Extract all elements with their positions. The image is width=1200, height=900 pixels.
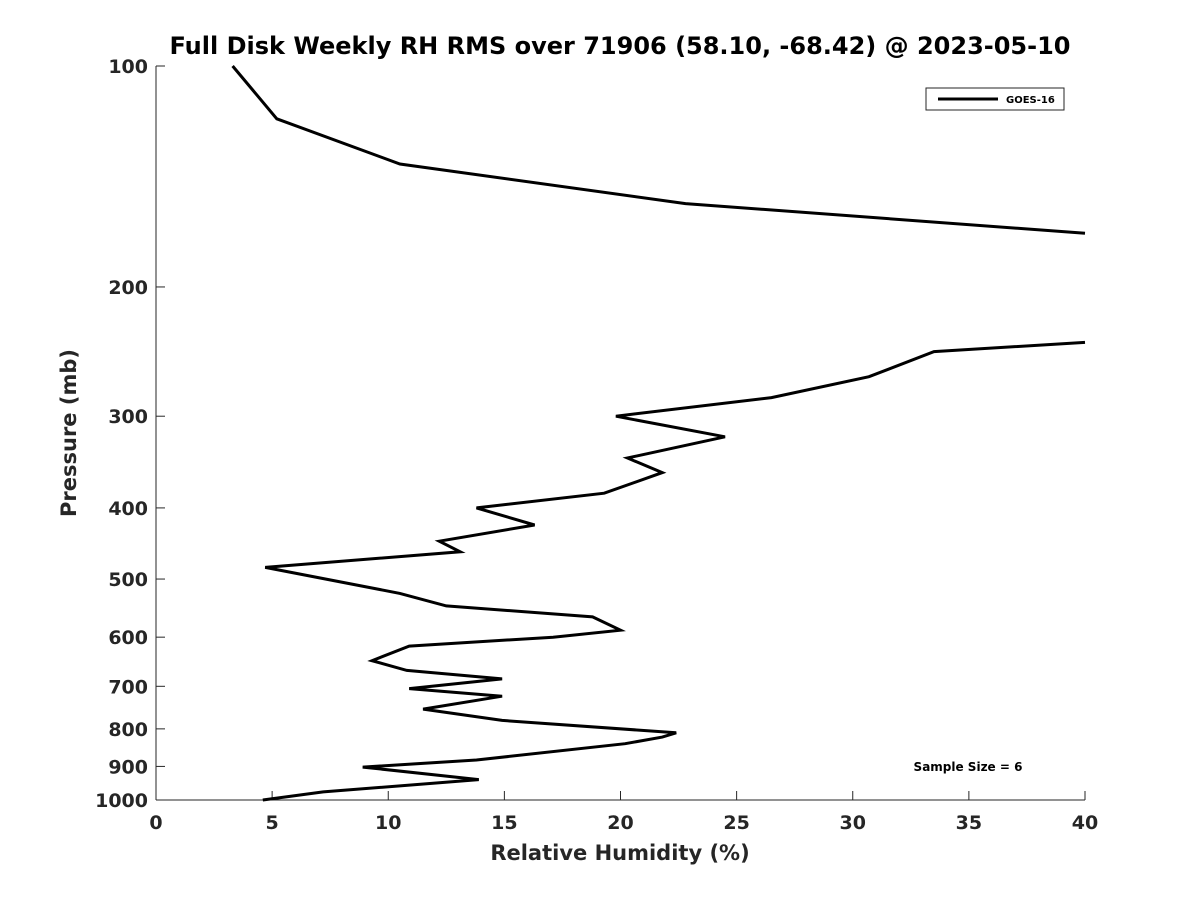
x-ticks: 0 5 10 15 20 25 30 35 40	[149, 791, 1098, 834]
chart-title: Full Disk Weekly RH RMS over 71906 (58.1…	[169, 32, 1070, 60]
y-tick-label: 100	[108, 56, 148, 78]
series-line-segment	[262, 340, 1086, 802]
x-tick-label: 10	[375, 812, 401, 834]
y-tick-label: 1000	[95, 790, 148, 812]
sample-size-annotation: Sample Size = 6	[914, 760, 1023, 774]
y-tick-label: 700	[108, 676, 148, 698]
x-tick-label: 5	[266, 812, 279, 834]
x-tick-label: 15	[491, 812, 517, 834]
y-tick-label: 200	[108, 277, 148, 299]
y-ticks: 100 200 300 400 500 600 700 800 900 1000	[95, 56, 165, 812]
y-tick-label: 300	[108, 406, 148, 428]
y-tick-label: 400	[108, 498, 148, 520]
x-tick-label: 20	[607, 812, 633, 834]
axes	[155, 66, 1085, 801]
x-tick-label: 0	[149, 812, 162, 834]
series-layer	[231, 65, 1086, 802]
legend-label: GOES-16	[1006, 95, 1055, 106]
y-tick-label: 900	[108, 756, 148, 778]
y-tick-label: 600	[108, 627, 148, 649]
x-axis-label: Relative Humidity (%)	[490, 841, 749, 865]
legend: GOES-16	[925, 87, 1065, 111]
x-tick-label: 40	[1072, 812, 1098, 834]
series-line-segment	[231, 65, 1086, 235]
x-tick-label: 25	[723, 812, 749, 834]
y-tick-label: 800	[108, 719, 148, 741]
y-tick-label: 500	[108, 569, 148, 591]
x-tick-label: 35	[956, 812, 982, 834]
x-tick-label: 30	[840, 812, 866, 834]
y-axis-label: Pressure (mb)	[57, 349, 81, 517]
